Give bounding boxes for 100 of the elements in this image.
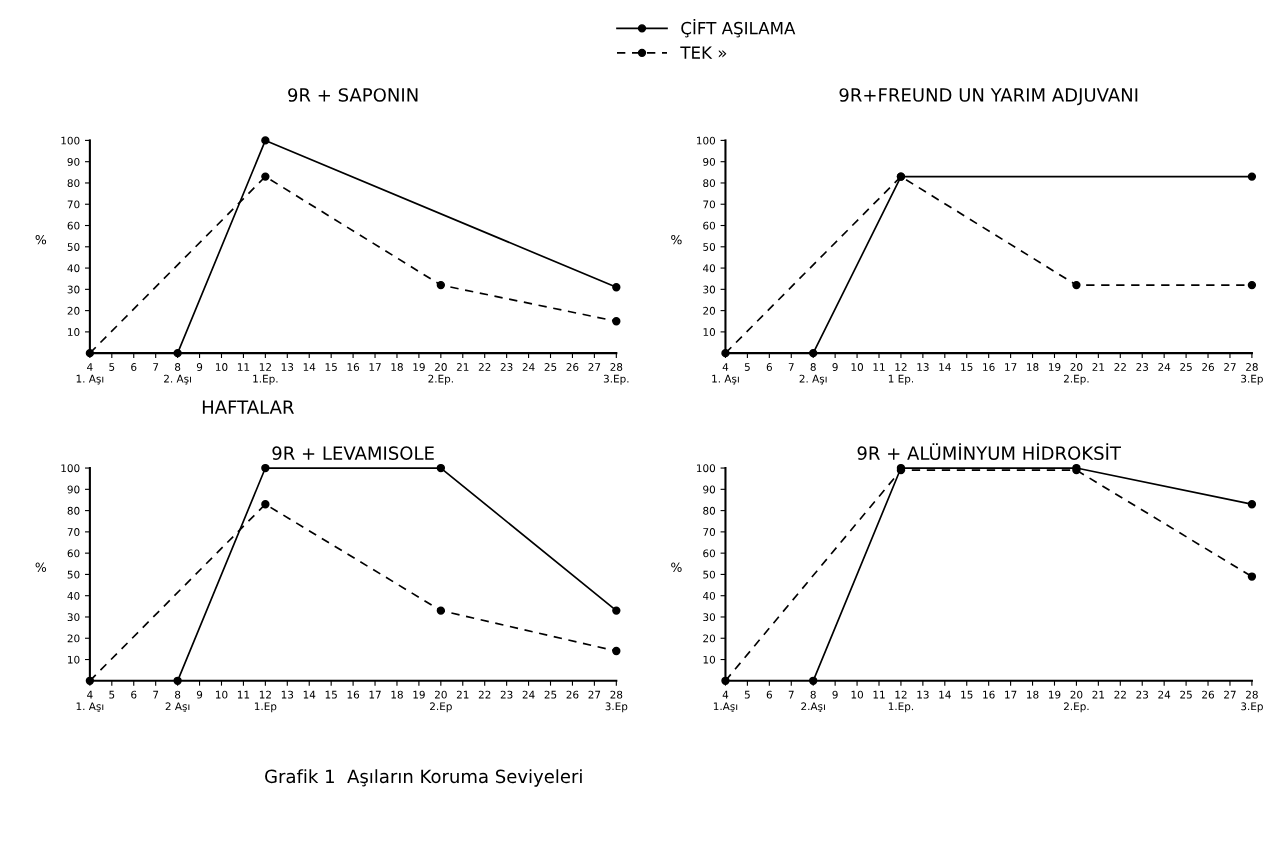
y-axis-title: % [35,562,47,572]
y-tick-label: 100 [697,136,716,145]
x-tick-label: 16 [347,363,360,371]
y-tick-label: 70 [67,528,80,536]
x-tick-label: 6 [766,363,772,371]
x-tick-label: 18 [391,690,403,699]
x-tick-label: 11 [873,363,885,371]
x-tick-label: 25 [1180,363,1192,371]
y-tick-label: 60 [67,549,80,558]
x-tick-label: 21 [1092,690,1105,699]
x-tick-label: 16 [983,690,995,699]
x-tick-label: 20 2.Ep. [1063,363,1089,385]
x-tick-label: 12 1.Ep [254,690,277,713]
x-tick-label: 17 [1005,690,1017,699]
x-tick-label: 4 1. Aşı [712,363,739,385]
x-tick-label: 26 [1202,363,1214,371]
y-tick-label: 100 [61,136,80,145]
chart-title: 9R + ALÜMİNYUM HİDROKSİT [857,443,1122,460]
y-tick-label: 20 [703,306,716,315]
y-tick-label: 60 [703,221,716,230]
x-tick-label: 16 [347,690,360,699]
x-tick-label: 6 [766,690,772,699]
x-tick-label: 27 [1224,363,1236,371]
y-tick-label: 90 [703,157,716,166]
y-tick-label: 70 [67,200,80,209]
y-tick-label: 40 [702,591,716,600]
x-tick-label: 20 2.Ep. [1063,690,1089,713]
x-tick-label: 8 2. Aşı [164,363,191,385]
x-tick-label: 4 1. Aşı [76,690,104,713]
x-tick-label: 13 [281,690,294,699]
x-tick-label: 24 [1158,363,1171,371]
y-tick-label: 50 [703,570,716,579]
x-tick-label: 7 [153,690,159,699]
x-tick-label: 14 [303,363,316,371]
y-tick-label: 10 [68,655,80,664]
x-tick-label: 28 3.Ep [1241,363,1263,385]
y-tick-label: 80 [67,179,80,188]
x-tick-label: 11 [237,363,250,371]
y-tick-label: 20 [67,634,80,643]
chart-title: 9R + LEVAMISOLE [272,446,434,460]
x-tick-label: 22 [1114,363,1126,371]
x-tick-label: 7 [788,363,794,371]
y-tick-label: 50 [703,243,716,251]
x-tick-label: 9 [196,363,203,371]
x-tick-label: 14 [303,690,316,699]
y-tick-label: 80 [703,506,716,515]
x-tick-label: 8 2. Aşı [799,363,827,385]
x-tick-label: 13 [917,690,929,699]
y-tick-label: 40 [702,264,716,273]
x-tick-label: 12 1 Ep. [888,363,914,385]
y-tick-label: 10 [703,655,716,664]
y-tick-label: 10 [703,328,716,336]
y-tick-label: 60 [67,221,80,230]
y-tick-label: 40 [67,264,80,273]
x-tick-label: 13 [281,363,294,371]
x-tick-label: 10 [216,363,228,371]
x-tick-label: 14 [939,363,951,371]
x-tick-label: 11 [237,690,250,699]
x-tick-label: 15 [961,363,973,371]
y-tick-label: 30 [703,613,716,622]
y-axis-title: % [35,234,47,245]
x-tick-label: 4 1.Aşı [713,690,738,713]
x-tick-label: 8 2.Aşı [801,690,825,713]
x-tick-label: 28 3.Ep. [603,363,629,385]
y-tick-label: 30 [67,285,80,294]
x-tick-label: 26 [566,363,579,371]
x-tick-label: 9 [832,690,838,699]
y-tick-label: 50 [67,243,80,251]
y-axis-title: % [671,234,682,245]
x-tick-label: 25 [1180,690,1192,699]
x-tick-label: 12 1.Ep. [888,690,914,713]
x-tick-label: 5 [744,690,750,699]
y-tick-label: 90 [67,157,80,166]
text: Grafik 1 Aşıların Koruma Seviyeleri [265,769,582,787]
x-tick-label: 15 [325,690,337,699]
x-tick-label: 19 [413,363,425,371]
x-tick-label: 22 [478,363,491,371]
x-tick-label: 13 [917,363,929,371]
x-tick-label: 27 [588,363,601,371]
x-tick-label: 23 [500,690,513,699]
legend-label: TEK » [680,46,727,59]
x-tick-label: 9 [832,363,838,371]
y-tick-label: 90 [703,485,716,494]
y-tick-label: 90 [67,485,80,494]
x-tick-label: 24 [522,363,535,371]
x-tick-label: 22 [478,690,491,699]
x-tick-label: 16 [983,363,995,371]
y-tick-label: 30 [67,613,80,622]
y-tick-label: 20 [67,306,80,315]
x-tick-label: 17 [369,690,381,699]
x-tick-label: 7 [788,690,794,699]
x-tick-label: 15 [325,363,337,371]
x-tick-label: 27 [588,690,601,699]
x-tick-label: 25 [544,690,557,699]
y-tick-label: 80 [67,506,80,515]
x-tick-label: 10 [851,690,864,699]
y-tick-label: 30 [703,285,716,294]
x-tick-label: 24 [522,690,535,699]
x-tick-label: 9 [196,690,203,699]
x-tick-label: 25 [544,363,557,371]
